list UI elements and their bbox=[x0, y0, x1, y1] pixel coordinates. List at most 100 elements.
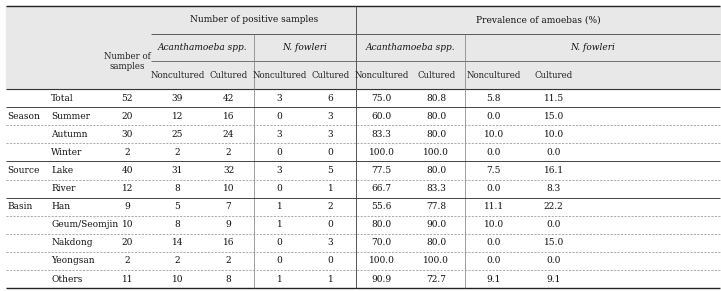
Text: 2: 2 bbox=[125, 148, 130, 157]
Text: 80.0: 80.0 bbox=[426, 130, 446, 139]
Text: 9: 9 bbox=[125, 202, 130, 211]
Text: Cultured: Cultured bbox=[209, 71, 248, 80]
Text: 66.7: 66.7 bbox=[372, 184, 392, 193]
Text: 55.6: 55.6 bbox=[371, 202, 392, 211]
Text: 15.0: 15.0 bbox=[544, 238, 564, 247]
Text: 32: 32 bbox=[223, 166, 234, 175]
Text: 100.0: 100.0 bbox=[369, 256, 394, 265]
Text: 8: 8 bbox=[174, 184, 180, 193]
Text: N. fowleri: N. fowleri bbox=[283, 43, 327, 52]
Text: 0: 0 bbox=[277, 148, 282, 157]
Text: 3: 3 bbox=[328, 238, 333, 247]
Text: 0.0: 0.0 bbox=[547, 220, 561, 229]
Text: 100.0: 100.0 bbox=[423, 256, 449, 265]
Text: 2: 2 bbox=[328, 202, 333, 211]
Text: 0: 0 bbox=[277, 238, 282, 247]
Text: 9: 9 bbox=[226, 220, 231, 229]
Text: River: River bbox=[51, 184, 76, 193]
Text: 90.9: 90.9 bbox=[372, 274, 392, 283]
Text: 10.0: 10.0 bbox=[544, 130, 564, 139]
Text: 2: 2 bbox=[226, 148, 231, 157]
Text: 20: 20 bbox=[122, 238, 133, 247]
Text: 0.0: 0.0 bbox=[487, 184, 500, 193]
Text: 10.0: 10.0 bbox=[484, 130, 503, 139]
Text: 0: 0 bbox=[328, 256, 333, 265]
Text: 3: 3 bbox=[277, 94, 282, 103]
Text: Noncultured: Noncultured bbox=[466, 71, 521, 80]
Text: 0: 0 bbox=[277, 256, 282, 265]
Text: 0.0: 0.0 bbox=[487, 112, 500, 121]
Text: Source: Source bbox=[7, 166, 40, 175]
Text: Lake: Lake bbox=[51, 166, 74, 175]
Text: Nakdong: Nakdong bbox=[51, 238, 93, 247]
Text: 0.0: 0.0 bbox=[547, 148, 561, 157]
Text: Winter: Winter bbox=[51, 148, 83, 157]
Text: 80.0: 80.0 bbox=[426, 112, 446, 121]
Text: 6: 6 bbox=[328, 94, 333, 103]
Text: 5.8: 5.8 bbox=[486, 94, 501, 103]
Text: 1: 1 bbox=[277, 274, 282, 283]
Text: 12: 12 bbox=[172, 112, 183, 121]
Text: 10: 10 bbox=[223, 184, 234, 193]
Text: 0.0: 0.0 bbox=[487, 256, 500, 265]
Text: Yeongsan: Yeongsan bbox=[51, 256, 95, 265]
Text: 80.0: 80.0 bbox=[372, 220, 392, 229]
Text: Cultured: Cultured bbox=[534, 71, 573, 80]
Text: Noncultured: Noncultured bbox=[252, 71, 306, 80]
Text: N. fowleri: N. fowleri bbox=[570, 43, 615, 52]
Text: Number of
samples: Number of samples bbox=[104, 52, 151, 71]
Text: 14: 14 bbox=[172, 238, 183, 247]
Text: 75.0: 75.0 bbox=[371, 94, 392, 103]
Text: Cultured: Cultured bbox=[311, 71, 350, 80]
Text: 5: 5 bbox=[174, 202, 180, 211]
Text: Prevalence of amoebas (%): Prevalence of amoebas (%) bbox=[476, 15, 600, 24]
Text: 7: 7 bbox=[226, 202, 231, 211]
Text: 77.8: 77.8 bbox=[426, 202, 446, 211]
Text: 0.0: 0.0 bbox=[547, 256, 561, 265]
Text: Han: Han bbox=[51, 202, 71, 211]
Text: 9.1: 9.1 bbox=[547, 274, 561, 283]
Text: 90.0: 90.0 bbox=[426, 220, 446, 229]
Text: 31: 31 bbox=[172, 166, 183, 175]
Text: 1: 1 bbox=[277, 202, 282, 211]
Text: Basin: Basin bbox=[7, 202, 32, 211]
Text: 16: 16 bbox=[223, 238, 234, 247]
Text: Geum/Seomjin: Geum/Seomjin bbox=[51, 220, 118, 229]
Text: 9.1: 9.1 bbox=[487, 274, 500, 283]
Text: 30: 30 bbox=[122, 130, 133, 139]
Text: 2: 2 bbox=[174, 256, 180, 265]
Text: 80.0: 80.0 bbox=[426, 238, 446, 247]
Text: 60.0: 60.0 bbox=[372, 112, 392, 121]
Text: 10: 10 bbox=[122, 220, 133, 229]
Text: 3: 3 bbox=[328, 130, 333, 139]
Text: 80.0: 80.0 bbox=[426, 166, 446, 175]
Text: 10.0: 10.0 bbox=[484, 220, 503, 229]
Text: Season: Season bbox=[7, 112, 40, 121]
Text: 100.0: 100.0 bbox=[423, 148, 449, 157]
Text: 7.5: 7.5 bbox=[486, 166, 501, 175]
Text: 8: 8 bbox=[226, 274, 231, 283]
Text: 1: 1 bbox=[328, 274, 333, 283]
Text: 5: 5 bbox=[327, 166, 334, 175]
Text: 83.3: 83.3 bbox=[372, 130, 392, 139]
Text: 8: 8 bbox=[174, 220, 180, 229]
Text: 2: 2 bbox=[125, 256, 130, 265]
Text: 40: 40 bbox=[122, 166, 133, 175]
Text: 10: 10 bbox=[172, 274, 183, 283]
Text: 0: 0 bbox=[328, 148, 333, 157]
Text: Noncultured: Noncultured bbox=[355, 71, 409, 80]
Text: 11.1: 11.1 bbox=[484, 202, 503, 211]
Text: 0: 0 bbox=[277, 112, 282, 121]
Text: 3: 3 bbox=[277, 166, 282, 175]
Text: 24: 24 bbox=[223, 130, 234, 139]
Text: Acanthamoeba spp.: Acanthamoeba spp. bbox=[366, 43, 456, 52]
Text: 42: 42 bbox=[223, 94, 234, 103]
Text: 80.8: 80.8 bbox=[426, 94, 446, 103]
Text: 25: 25 bbox=[172, 130, 183, 139]
Text: 15.0: 15.0 bbox=[544, 112, 564, 121]
Text: 77.5: 77.5 bbox=[371, 166, 392, 175]
Text: Others: Others bbox=[51, 274, 83, 283]
Text: 11: 11 bbox=[122, 274, 133, 283]
Text: 0.0: 0.0 bbox=[487, 238, 500, 247]
Text: Cultured: Cultured bbox=[417, 71, 456, 80]
